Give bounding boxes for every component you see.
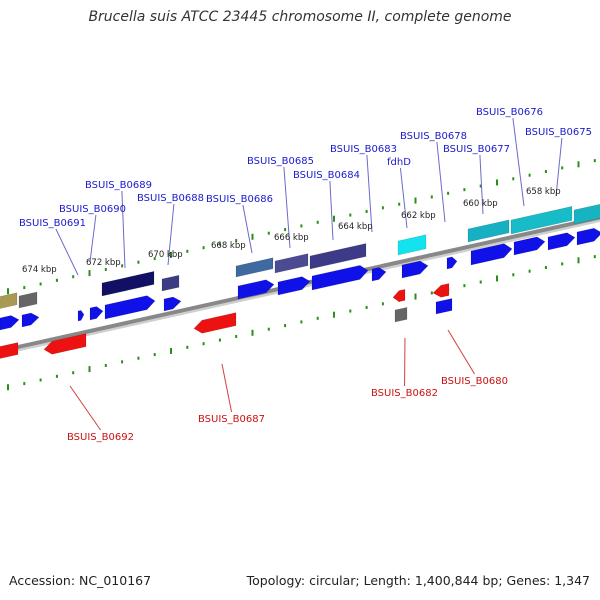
forward-cds-arrow [21, 312, 40, 328]
forward-cds-arrow [446, 256, 458, 270]
reverse-label-leader [221, 363, 233, 413]
feature-block [161, 274, 180, 292]
forward-gene-label: BSUIS_B0683 [330, 144, 397, 155]
reverse-cds-arrow [193, 312, 237, 334]
genome-summary-text: Topology: circular; Length: 1,400,844 bp… [246, 573, 590, 588]
forward-cds-arrow [576, 227, 600, 246]
scale-label: 662 kbp [401, 211, 436, 221]
forward-label-leader [167, 203, 175, 266]
feature-tracks [0, 203, 600, 359]
reverse-cds-arrow [392, 288, 406, 302]
forward-label-leader [283, 166, 291, 249]
feature-block [309, 243, 367, 270]
inner-tick-ring [7, 255, 596, 391]
forward-cds-arrow [311, 264, 369, 291]
feature-block [0, 292, 18, 309]
forward-cds-arrow [0, 315, 20, 331]
feature-block [467, 219, 510, 243]
forward-gene-label: BSUIS_B0691 [19, 218, 86, 229]
scale-label: 674 kbp [22, 265, 57, 275]
forward-gene-label: BSUIS_B0678 [400, 131, 467, 142]
forward-gene-label: BSUIS_B0676 [476, 107, 543, 118]
forward-label-leader [555, 137, 563, 197]
scale-label: 668 kbp [211, 241, 246, 251]
feature-block [573, 203, 600, 225]
forward-label-leader [436, 141, 446, 223]
forward-cds-arrow [163, 296, 182, 312]
reverse-gene-label: BSUIS_B0680 [441, 376, 508, 387]
forward-label-leader [242, 204, 253, 254]
forward-cds-arrow [371, 267, 387, 282]
reverse-gene-label: BSUIS_B0687 [198, 414, 265, 425]
forward-gene-label: fdhD [387, 157, 411, 168]
forward-label-leader [329, 180, 334, 241]
forward-cds-arrow [277, 276, 311, 296]
feature-block [18, 291, 38, 309]
forward-gene-label: BSUIS_B0677 [443, 144, 510, 155]
forward-gene-label: BSUIS_B0684 [293, 170, 360, 181]
forward-label-leader [512, 117, 525, 207]
reverse-label-leader [447, 329, 475, 375]
forward-gene-label: BSUIS_B0686 [206, 194, 273, 205]
forward-gene-label: BSUIS_B0675 [525, 127, 592, 138]
forward-cds-arrow [470, 243, 513, 266]
reverse-label-leader [69, 385, 101, 431]
scale-label: 660 kbp [463, 199, 498, 209]
scale-label: 672 kbp [86, 258, 121, 268]
reverse-cds-arrow [43, 333, 87, 355]
label-leader-lines [55, 117, 563, 431]
forward-cds-arrow [547, 232, 576, 251]
scale-label: 664 kbp [338, 222, 373, 232]
forward-cds-arrow [77, 309, 85, 322]
forward-gene-label: BSUIS_B0685 [247, 156, 314, 167]
outer-tick-ring [7, 159, 596, 295]
forward-cds-arrow [513, 236, 546, 256]
forward-cds-arrow [104, 295, 156, 320]
forward-gene-label: BSUIS_B0688 [137, 193, 204, 204]
feature-block [510, 206, 573, 235]
accession-text: Accession: NC_010167 [9, 573, 152, 588]
feature-block [394, 306, 408, 323]
forward-cds-arrow [401, 260, 429, 279]
scale-label: 658 kbp [526, 187, 561, 197]
reverse-cds-arrow [0, 342, 19, 359]
feature-block [397, 234, 427, 256]
reverse-gene-label: BSUIS_B0682 [371, 388, 438, 399]
forward-cds-arrow [435, 298, 453, 315]
forward-label-leader [399, 167, 408, 229]
forward-label-leader [479, 154, 484, 215]
forward-gene-label: BSUIS_B0690 [59, 204, 126, 215]
feature-block [274, 253, 309, 274]
forward-label-leader [55, 228, 79, 276]
forward-label-leader [89, 214, 97, 263]
reverse-cds-arrow [432, 283, 450, 298]
forward-gene-label: BSUIS_B0689 [85, 180, 152, 191]
map-title: Brucella suis ATCC 23445 chromosome II, … [88, 9, 512, 25]
scale-label: 670 kbp [148, 250, 183, 260]
scale-label: 666 kbp [274, 233, 309, 243]
forward-label-leader [366, 154, 373, 233]
feature-labels: 674 kbp 672 kbp 670 kbp 668 kbp 666 kbp 664 k… [19, 107, 592, 443]
forward-label-leader [121, 190, 126, 269]
forward-cds-arrow [89, 306, 104, 321]
forward-cds-arrow [237, 279, 275, 300]
reverse-gene-label: BSUIS_B0692 [67, 432, 134, 443]
feature-block [101, 271, 155, 297]
feature-block [235, 257, 274, 278]
